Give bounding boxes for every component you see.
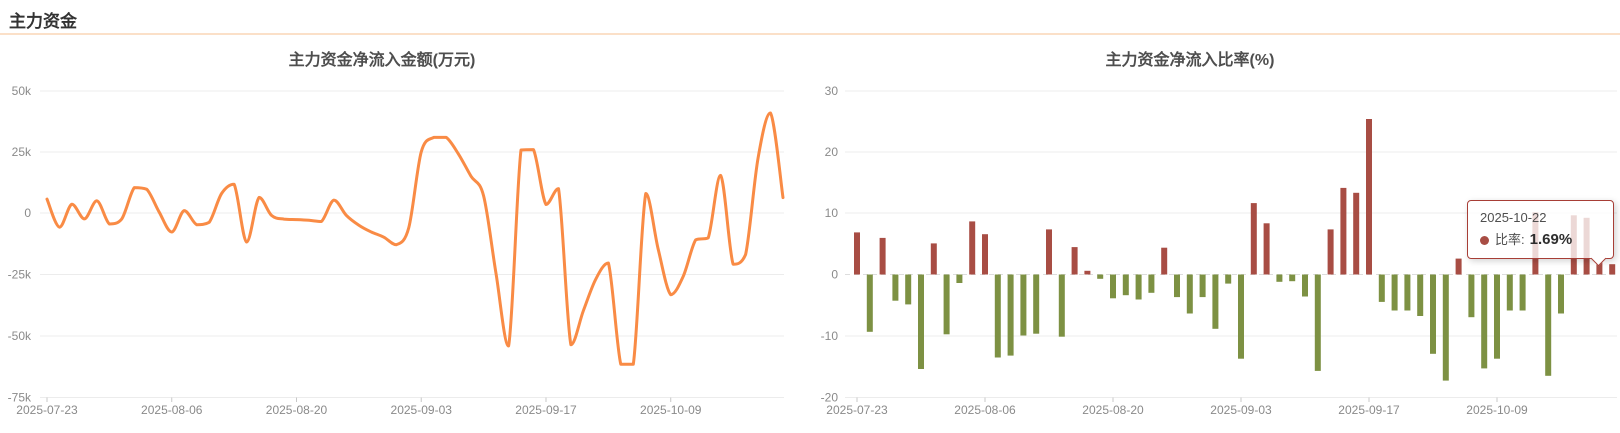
ratio-bar[interactable] [1148,274,1155,293]
ratio-bar[interactable] [1263,223,1270,275]
y-axis-tick-label: 50k [12,84,32,98]
ratio-bar[interactable] [854,232,860,275]
ratio-bar[interactable] [1007,274,1014,356]
ratio-bar[interactable] [1212,274,1219,329]
ratio-bar[interactable] [1378,274,1385,302]
ratio-bar[interactable] [1417,274,1424,317]
y-axis-tick-label: 20 [825,145,839,159]
ratio-chart-title: 主力资金净流入比率(%) [1105,52,1275,69]
ratio-bar[interactable] [1455,258,1462,275]
ratio-bar[interactable] [1097,274,1104,279]
ratio-bar[interactable] [956,274,963,284]
ratio-bar[interactable] [879,237,886,275]
y-axis-tick-label: 0 [831,268,838,282]
ratio-bar[interactable] [943,274,950,335]
x-axis-tick-label: 2025-09-03 [1210,403,1272,417]
ratio-bar[interactable] [1174,274,1180,298]
ratio-bar[interactable] [1558,274,1564,314]
ratio-bar[interactable] [1186,274,1193,314]
y-axis-tick-label: -20 [821,391,839,405]
ratio-bar[interactable] [1225,274,1232,284]
ratio-bar[interactable] [982,234,988,275]
ratio-bar[interactable] [1468,274,1475,318]
ratio-bar[interactable] [1545,274,1552,376]
ratio-bar[interactable] [1110,274,1116,299]
x-axis-tick-label: 2025-07-23 [16,403,78,417]
ratio-bar[interactable] [1494,274,1500,359]
ratio-bar[interactable] [892,274,899,301]
ratio-bar[interactable] [1020,274,1027,336]
ratio-bar[interactable] [1289,274,1296,282]
y-axis-tick-label: 30 [825,84,839,98]
ratio-bar[interactable] [969,221,976,275]
x-axis-tick-label: 2025-10-09 [640,403,702,417]
x-axis-tick-label: 2025-09-17 [515,403,577,417]
ratio-bar[interactable] [1327,229,1334,275]
tooltip-date: 2025-10-22 [1480,210,1547,225]
y-axis-tick-label: -50k [8,329,32,343]
x-axis-tick-label: 2025-08-06 [141,403,203,417]
ratio-bar[interactable] [1122,274,1129,296]
x-axis-tick-label: 2025-07-23 [826,403,888,417]
ratio-bar[interactable] [1366,119,1372,275]
ratio-bar[interactable] [1238,274,1244,359]
ratio-bar[interactable] [1609,264,1616,275]
ratio-bar[interactable] [1314,274,1321,371]
chart-tooltip: 2025-10-22 比率: 1.69% [1467,200,1614,267]
tooltip-value: 1.69% [1529,231,1573,248]
ratio-bar[interactable] [905,274,912,305]
tooltip-series-marker-icon [1480,235,1489,245]
page-title: 主力资金 [9,12,77,31]
ratio-bar[interactable] [1340,187,1347,275]
x-axis-tick-label: 2025-09-17 [1338,403,1400,417]
amount-line-series[interactable] [45,111,785,366]
ratio-bar[interactable] [1481,274,1488,369]
ratio-bar[interactable] [1033,274,1040,334]
y-axis-tick-label: 10 [825,206,839,220]
x-axis-tick-label: 2025-08-06 [954,403,1016,417]
ratio-bar[interactable] [930,243,937,275]
tooltip-series-label: 比率: [1495,232,1525,247]
ratio-bar[interactable] [1442,274,1449,381]
ratio-bar[interactable] [1276,274,1283,282]
ratio-bar[interactable] [1519,274,1526,311]
ratio-bar[interactable] [1391,274,1398,311]
x-axis-tick-label: 2025-09-03 [391,403,453,417]
ratio-bar[interactable] [1046,229,1052,275]
ratio-bar[interactable] [1161,247,1168,275]
ratio-bar[interactable] [1199,274,1206,298]
ratio-bar[interactable] [1084,270,1091,275]
ratio-bar[interactable] [1071,247,1078,275]
ratio-bar[interactable] [1404,274,1411,311]
ratio-bar[interactable] [866,274,873,332]
amount-chart-title: 主力资金净流入金额(万元) [288,52,476,69]
ratio-bar[interactable] [1250,203,1257,275]
x-axis-tick-label: 2025-10-09 [1466,403,1528,417]
ratio-bar[interactable] [1058,274,1065,337]
ratio-bar[interactable] [1302,274,1308,297]
ratio-bar[interactable] [1135,274,1142,300]
y-axis-tick-label: 0 [24,206,31,220]
y-axis-tick-label: 25k [12,145,32,159]
y-axis-tick-label: -10 [821,329,839,343]
ratio-bar[interactable] [1506,274,1513,311]
x-axis-tick-label: 2025-08-20 [1082,403,1144,417]
ratio-bar[interactable] [1353,192,1360,275]
ratio-bar[interactable] [918,274,924,370]
ratio-bar[interactable] [1596,261,1603,275]
y-axis-tick-label: -75k [8,391,32,405]
ratio-bar[interactable] [1430,274,1436,354]
header-divider [0,33,1620,35]
tooltip-series-row: 比率: 1.69% [1480,231,1601,249]
y-axis-tick-label: -25k [8,268,32,282]
ratio-bar[interactable] [994,274,1001,358]
x-axis-tick-label: 2025-08-20 [266,403,328,417]
